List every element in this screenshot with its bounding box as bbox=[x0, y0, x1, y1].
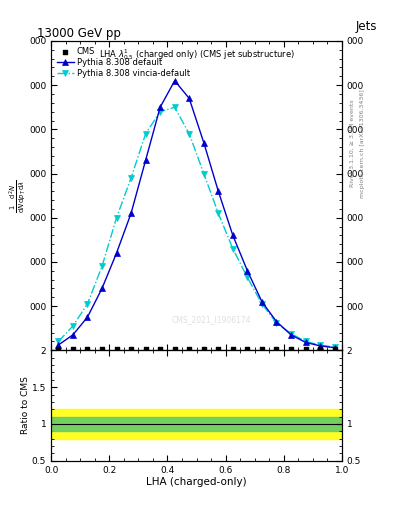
Pythia 8.308 vincia-default bbox=[260, 301, 264, 307]
Pythia 8.308 default bbox=[332, 345, 337, 351]
Pythia 8.308 vincia-default bbox=[332, 344, 337, 350]
Line: Pythia 8.308 vincia-default: Pythia 8.308 vincia-default bbox=[55, 104, 338, 350]
CMS bbox=[186, 345, 193, 353]
Pythia 8.308 default bbox=[289, 332, 294, 338]
Pythia 8.308 vincia-default bbox=[274, 320, 279, 326]
Bar bbox=[51, 417, 342, 431]
Pythia 8.308 vincia-default bbox=[202, 170, 206, 177]
CMS bbox=[288, 345, 294, 353]
Text: CMS_2021_I1906174: CMS_2021_I1906174 bbox=[171, 315, 251, 324]
Line: Pythia 8.308 default: Pythia 8.308 default bbox=[55, 78, 338, 350]
Bar bbox=[51, 409, 342, 439]
Pythia 8.308 default bbox=[216, 188, 221, 194]
Pythia 8.308 default bbox=[231, 232, 235, 239]
Text: Rivet 3.1.10, ≥ 3.4M events: Rivet 3.1.10, ≥ 3.4M events bbox=[350, 99, 355, 187]
Pythia 8.308 vincia-default bbox=[100, 263, 105, 269]
Text: 13000 GeV pp: 13000 GeV pp bbox=[37, 27, 120, 40]
Pythia 8.308 vincia-default bbox=[143, 131, 148, 137]
Pythia 8.308 default bbox=[303, 339, 308, 346]
CMS bbox=[84, 345, 91, 353]
Pythia 8.308 vincia-default bbox=[71, 323, 75, 329]
Legend: CMS, Pythia 8.308 default, Pythia 8.308 vincia-default: CMS, Pythia 8.308 default, Pythia 8.308 … bbox=[55, 45, 192, 80]
Pythia 8.308 vincia-default bbox=[289, 330, 294, 336]
Pythia 8.308 default bbox=[274, 318, 279, 325]
Pythia 8.308 vincia-default bbox=[216, 210, 221, 217]
CMS bbox=[128, 345, 134, 353]
Pythia 8.308 vincia-default bbox=[158, 109, 163, 115]
CMS bbox=[99, 345, 105, 353]
CMS bbox=[230, 345, 236, 353]
Pythia 8.308 vincia-default bbox=[245, 274, 250, 281]
Text: LHA $\lambda^{1}_{0.5}$ (charged only) (CMS jet substructure): LHA $\lambda^{1}_{0.5}$ (charged only) (… bbox=[99, 47, 294, 62]
CMS bbox=[114, 345, 120, 353]
CMS bbox=[201, 345, 207, 353]
CMS bbox=[157, 345, 163, 353]
Pythia 8.308 vincia-default bbox=[85, 301, 90, 307]
Pythia 8.308 default bbox=[260, 298, 264, 305]
Y-axis label: Ratio to CMS: Ratio to CMS bbox=[22, 377, 31, 435]
Text: Jets: Jets bbox=[355, 20, 377, 33]
Pythia 8.308 vincia-default bbox=[231, 246, 235, 252]
CMS bbox=[274, 345, 280, 353]
CMS bbox=[332, 345, 338, 353]
Pythia 8.308 vincia-default bbox=[318, 342, 323, 348]
Pythia 8.308 default bbox=[85, 314, 90, 320]
Pythia 8.308 default bbox=[114, 250, 119, 256]
CMS bbox=[317, 345, 323, 353]
Text: mcplots.cern.ch [arXiv:1306.3436]: mcplots.cern.ch [arXiv:1306.3436] bbox=[360, 89, 365, 198]
Pythia 8.308 default bbox=[158, 104, 163, 110]
X-axis label: LHA (charged-only): LHA (charged-only) bbox=[146, 477, 247, 487]
CMS bbox=[215, 345, 222, 353]
Pythia 8.308 default bbox=[318, 343, 323, 349]
CMS bbox=[244, 345, 251, 353]
Pythia 8.308 vincia-default bbox=[114, 215, 119, 221]
Pythia 8.308 default bbox=[173, 78, 177, 84]
CMS bbox=[143, 345, 149, 353]
Pythia 8.308 default bbox=[187, 95, 192, 101]
Pythia 8.308 default bbox=[245, 268, 250, 274]
Pythia 8.308 vincia-default bbox=[129, 175, 134, 181]
Pythia 8.308 default bbox=[71, 332, 75, 338]
CMS bbox=[55, 345, 62, 353]
CMS bbox=[259, 345, 265, 353]
Pythia 8.308 vincia-default bbox=[303, 338, 308, 345]
Pythia 8.308 default bbox=[143, 157, 148, 163]
Pythia 8.308 default bbox=[56, 342, 61, 348]
Pythia 8.308 default bbox=[129, 210, 134, 217]
Y-axis label: $\frac{1}{\mathrm{d}N}\frac{\mathrm{d}^2N}{\mathrm{d}p_T\,\mathrm{d}\lambda}$: $\frac{1}{\mathrm{d}N}\frac{\mathrm{d}^2… bbox=[7, 179, 28, 212]
Pythia 8.308 default bbox=[202, 140, 206, 146]
CMS bbox=[303, 345, 309, 353]
Pythia 8.308 default bbox=[100, 285, 105, 291]
Pythia 8.308 vincia-default bbox=[187, 131, 192, 137]
Pythia 8.308 vincia-default bbox=[173, 104, 177, 110]
Pythia 8.308 vincia-default bbox=[56, 338, 61, 345]
CMS bbox=[172, 345, 178, 353]
CMS bbox=[70, 345, 76, 353]
